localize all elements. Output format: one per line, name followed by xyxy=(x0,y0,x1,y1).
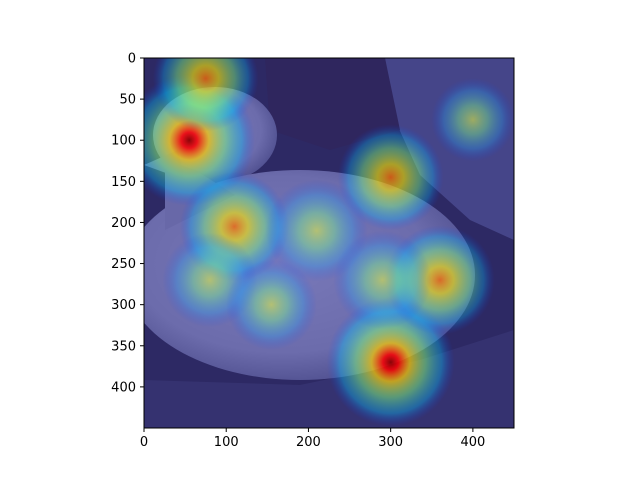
x-axis: 0 100 200 300 400 xyxy=(140,428,485,450)
plot-area xyxy=(144,58,514,428)
heatmap-overlay xyxy=(144,58,514,427)
heat-hotspot xyxy=(337,124,444,231)
y-tick-label: 100 xyxy=(111,134,136,149)
y-tick-label: 150 xyxy=(111,175,136,190)
y-tick-label: 200 xyxy=(111,216,136,231)
x-tick-label: 200 xyxy=(296,435,321,450)
x-tick-label: 400 xyxy=(460,435,485,450)
y-tick-label: 50 xyxy=(119,93,136,108)
y-tick-label: 400 xyxy=(111,380,136,395)
heat-hotspot xyxy=(431,77,514,162)
heat-hotspot xyxy=(226,259,317,351)
x-tick-label: 0 xyxy=(140,435,148,450)
x-tick-label: 300 xyxy=(378,435,403,450)
heat-hotspot xyxy=(152,58,259,132)
x-tick-label: 100 xyxy=(214,435,239,450)
heat-hotspot xyxy=(333,230,432,330)
plot-frame xyxy=(143,57,515,429)
y-axis: 0 50 100 150 200 250 300 350 400 xyxy=(111,52,144,395)
y-tick-label: 350 xyxy=(111,339,136,354)
y-tick-label: 300 xyxy=(111,298,136,313)
y-tick-label: 250 xyxy=(111,257,136,272)
y-tick-label: 0 xyxy=(128,52,136,67)
